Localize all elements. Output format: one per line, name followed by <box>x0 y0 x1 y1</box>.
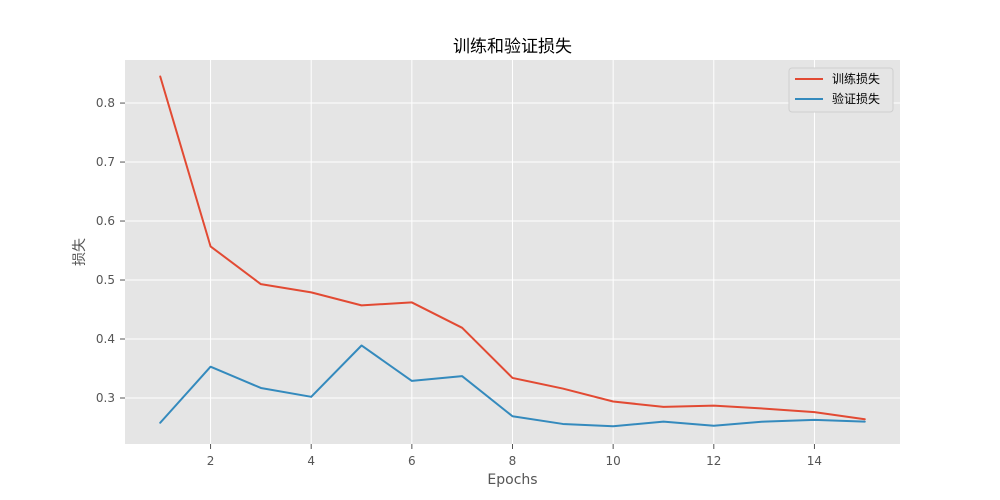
x-tick-label: 10 <box>606 454 621 468</box>
y-tick-label: 0.3 <box>96 391 115 405</box>
x-tick-label: 2 <box>207 454 215 468</box>
x-tick-label: 8 <box>509 454 517 468</box>
x-tick-label: 6 <box>408 454 416 468</box>
x-tick-label: 14 <box>807 454 822 468</box>
x-tick-label: 4 <box>307 454 315 468</box>
legend-validation-label: 验证损失 <box>832 91 880 106</box>
legend-training-label: 训练损失 <box>832 71 880 86</box>
chart-title: 训练和验证损失 <box>453 37 572 57</box>
grid-lines <box>125 60 900 444</box>
series-lines <box>159 75 866 428</box>
x-tick-label: 12 <box>706 454 721 468</box>
y-tick-label: 0.4 <box>96 332 115 346</box>
x-axis-label: Epochs <box>487 472 537 488</box>
y-tick-label: 0.6 <box>96 214 115 228</box>
axis-ticks: 2 4 6 8 10 12 14 0.3 0.4 0.5 0.6 0.7 0.8 <box>96 96 822 468</box>
y-tick-label: 0.5 <box>96 273 115 287</box>
y-tick-label: 0.8 <box>96 96 115 110</box>
y-axis-label: 损失 <box>72 238 88 266</box>
y-tick-label: 0.7 <box>96 155 115 169</box>
